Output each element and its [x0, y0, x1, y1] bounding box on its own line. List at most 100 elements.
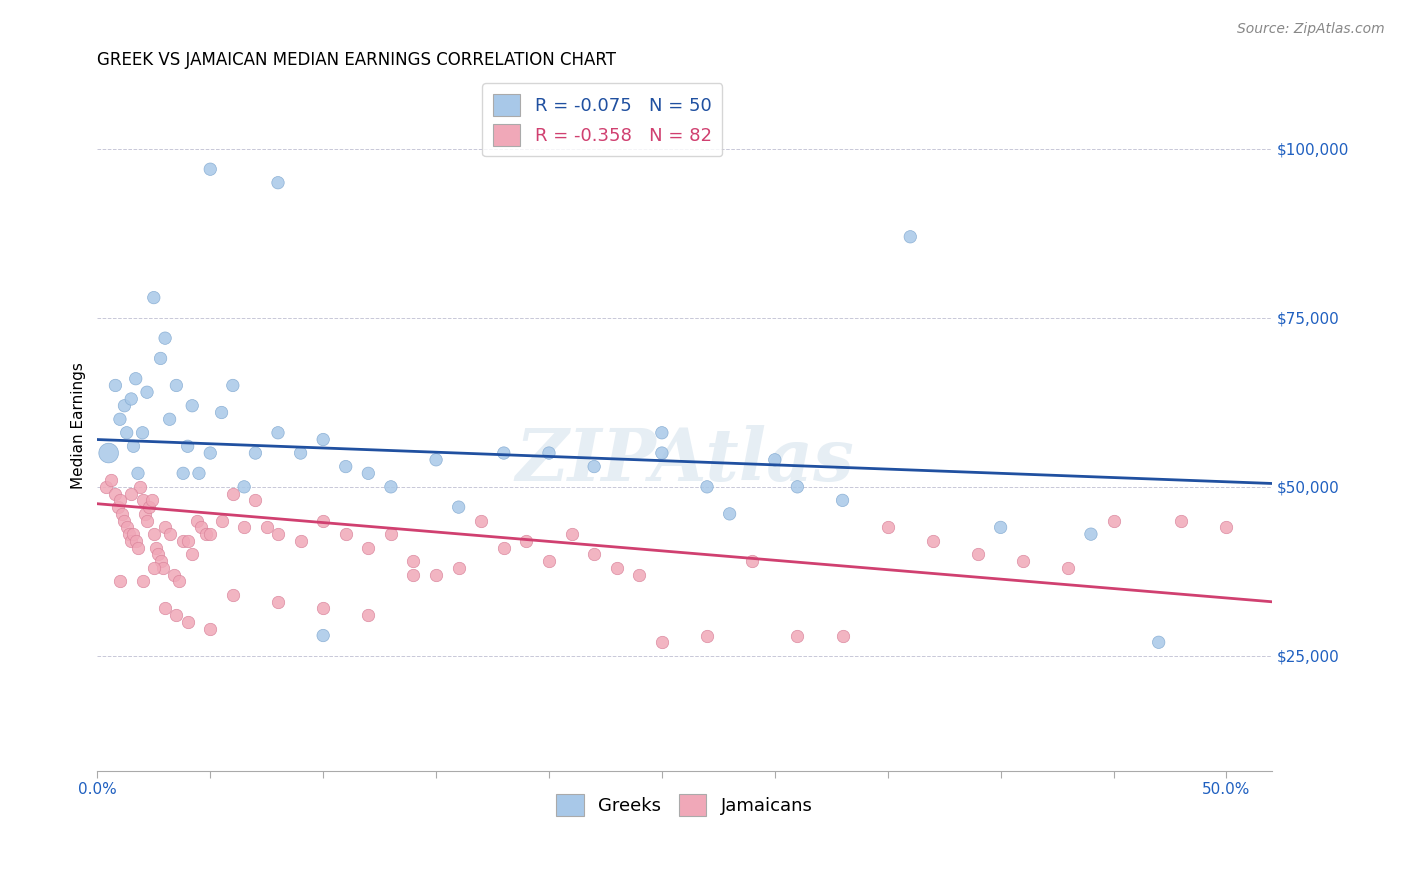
- Point: [267, 527, 290, 541]
- Point: [165, 378, 187, 392]
- Point: [190, 520, 212, 534]
- Point: [583, 459, 606, 474]
- Text: Source: ZipAtlas.com: Source: ZipAtlas.com: [1237, 22, 1385, 37]
- Point: [176, 439, 198, 453]
- Point: [104, 378, 127, 392]
- Point: [256, 520, 278, 534]
- Point: [245, 446, 267, 460]
- Point: [108, 493, 131, 508]
- Point: [118, 527, 141, 541]
- Point: [134, 507, 156, 521]
- Point: [470, 514, 492, 528]
- Point: [163, 567, 186, 582]
- Point: [149, 554, 172, 568]
- Point: [104, 486, 127, 500]
- Point: [100, 473, 122, 487]
- Point: [1170, 514, 1192, 528]
- Point: [142, 561, 165, 575]
- Point: [186, 514, 208, 528]
- Point: [153, 601, 176, 615]
- Point: [763, 452, 786, 467]
- Point: [125, 533, 148, 548]
- Point: [148, 548, 170, 562]
- Point: [628, 567, 651, 582]
- Point: [1080, 527, 1102, 541]
- Point: [145, 541, 167, 555]
- Point: [537, 446, 560, 460]
- Point: [181, 548, 204, 562]
- Point: [120, 533, 142, 548]
- Text: ZIPAtlas: ZIPAtlas: [515, 425, 853, 496]
- Point: [267, 425, 290, 440]
- Point: [696, 480, 718, 494]
- Text: GREEK VS JAMAICAN MEDIAN EARNINGS CORRELATION CHART: GREEK VS JAMAICAN MEDIAN EARNINGS CORREL…: [97, 51, 616, 69]
- Point: [741, 554, 763, 568]
- Point: [200, 527, 222, 541]
- Point: [107, 500, 129, 515]
- Point: [153, 331, 176, 345]
- Point: [96, 480, 118, 494]
- Point: [200, 446, 222, 460]
- Point: [120, 486, 142, 500]
- Point: [380, 480, 402, 494]
- Point: [167, 574, 190, 589]
- Point: [1215, 520, 1237, 534]
- Point: [131, 574, 153, 589]
- Point: [876, 520, 898, 534]
- Point: [898, 229, 921, 244]
- Point: [312, 433, 335, 447]
- Point: [211, 405, 233, 419]
- Point: [136, 514, 159, 528]
- Point: [114, 399, 136, 413]
- Point: [718, 507, 741, 521]
- Point: [211, 514, 233, 528]
- Point: [233, 520, 256, 534]
- Point: [537, 554, 560, 568]
- Point: [188, 467, 211, 481]
- Point: [492, 541, 515, 555]
- Point: [131, 493, 153, 508]
- Point: [122, 527, 145, 541]
- Point: [651, 425, 673, 440]
- Point: [200, 622, 222, 636]
- Point: [447, 500, 470, 515]
- Point: [153, 520, 176, 534]
- Point: [111, 507, 134, 521]
- Point: [142, 527, 165, 541]
- Point: [176, 533, 198, 548]
- Point: [606, 561, 628, 575]
- Point: [181, 399, 204, 413]
- Point: [1102, 514, 1125, 528]
- Point: [165, 608, 187, 623]
- Point: [335, 527, 357, 541]
- Point: [1057, 561, 1080, 575]
- Point: [831, 628, 853, 642]
- Point: [222, 486, 245, 500]
- Point: [357, 467, 380, 481]
- Point: [222, 378, 245, 392]
- Point: [127, 467, 149, 481]
- Point: [425, 567, 447, 582]
- Point: [335, 459, 357, 474]
- Point: [290, 446, 312, 460]
- Legend: Greeks, Jamaicans: Greeks, Jamaicans: [550, 788, 820, 823]
- Point: [696, 628, 718, 642]
- Point: [921, 533, 943, 548]
- Point: [172, 533, 194, 548]
- Point: [245, 493, 267, 508]
- Point: [194, 527, 217, 541]
- Point: [1147, 635, 1170, 649]
- Point: [312, 514, 335, 528]
- Point: [786, 480, 808, 494]
- Point: [990, 520, 1012, 534]
- Point: [651, 635, 673, 649]
- Point: [114, 514, 136, 528]
- Point: [125, 372, 148, 386]
- Point: [447, 561, 470, 575]
- Point: [136, 385, 159, 400]
- Point: [176, 615, 198, 629]
- Point: [108, 574, 131, 589]
- Point: [131, 425, 153, 440]
- Point: [138, 500, 160, 515]
- Y-axis label: Median Earnings: Median Earnings: [72, 362, 86, 490]
